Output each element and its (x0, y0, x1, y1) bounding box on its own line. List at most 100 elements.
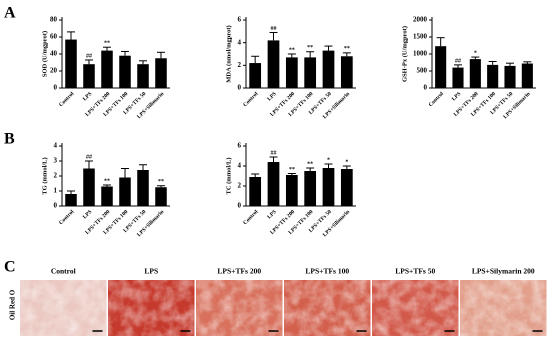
micrograph-texture (284, 280, 371, 336)
y-tick-label: 0 (238, 84, 242, 92)
x-tick-label: LPS (266, 209, 277, 220)
y-tick-label: 3 (54, 157, 58, 165)
y-tick-label: 2 (238, 61, 242, 69)
y-axis-label: TC (mmol/L) (225, 157, 232, 194)
bar (285, 57, 298, 88)
y-tick-label: 0 (238, 202, 242, 210)
bar (119, 55, 131, 88)
bar (155, 58, 167, 88)
y-tick-label: 0 (54, 202, 58, 210)
bar (83, 64, 95, 88)
bar (340, 169, 353, 206)
y-tick-label: 6 (238, 16, 242, 24)
significance-label: ** (289, 47, 295, 53)
y-tick-label: 4 (238, 162, 242, 170)
bar (249, 177, 262, 206)
bar (304, 57, 317, 88)
bar (119, 177, 131, 206)
x-tick-label: Control (428, 91, 445, 108)
significance-label: ** (344, 46, 350, 52)
bar (137, 64, 149, 88)
significance-label: ## (86, 53, 92, 59)
y-axis-label: GSH-Px (U/mgprot) (401, 26, 408, 82)
bar (267, 162, 280, 206)
micrograph-label: LPS+Silymarin 200 (472, 267, 535, 276)
stain-label: Oil Red O (9, 289, 17, 320)
y-tick-label: 40 (50, 50, 58, 58)
x-tick-label: LPS (451, 91, 462, 102)
bar (322, 50, 335, 88)
bar (285, 175, 298, 206)
bar (65, 194, 77, 206)
y-tick-label: 60 (50, 33, 58, 41)
bar (487, 64, 499, 88)
micrograph-texture (372, 280, 459, 336)
y-axis-label: MDA (nmol/mgprot) (225, 25, 232, 82)
y-tick-label: 20 (50, 67, 58, 75)
y-tick-label: 500 (417, 67, 428, 75)
y-tick-label: 80 (50, 16, 58, 24)
significance-label: ## (455, 58, 461, 64)
y-tick-label: 1000 (413, 50, 428, 58)
significance-label: ** (104, 41, 110, 47)
bar (65, 39, 77, 88)
x-tick-label: Control (242, 91, 259, 108)
bar (340, 56, 353, 88)
micrograph-texture (20, 280, 107, 336)
y-axis-label: SOD (U/mgprot) (41, 31, 48, 77)
y-tick-label: 1 (54, 187, 58, 195)
significance-label: ** (158, 179, 164, 185)
x-tick-label: Control (58, 209, 75, 226)
significance-label: ## (271, 26, 277, 32)
bar (504, 65, 516, 88)
micrograph-texture (196, 280, 283, 336)
x-tick-label: Control (242, 209, 259, 226)
bar (469, 59, 481, 88)
bar (435, 46, 447, 88)
bar (137, 170, 149, 206)
x-tick-label: LPS (82, 209, 93, 220)
significance-label: ## (86, 154, 92, 160)
bar (304, 171, 317, 206)
bar (521, 63, 533, 88)
bar (322, 168, 335, 206)
micrograph-label: LPS+TFs 100 (305, 267, 349, 276)
micrograph-label: LPS+TFs 200 (217, 267, 261, 276)
bar (267, 40, 280, 88)
significance-label: * (327, 157, 330, 163)
micrograph-texture (460, 280, 547, 336)
y-tick-label: 2000 (413, 16, 428, 24)
micrograph-label: LPS (144, 267, 158, 276)
panel-letter: B (4, 131, 15, 148)
significance-label: ** (307, 45, 313, 51)
significance-label: ** (104, 178, 110, 184)
micrograph-texture (108, 280, 195, 336)
y-tick-label: 2 (238, 182, 242, 190)
bar (101, 186, 113, 206)
bar (83, 168, 95, 206)
bar (155, 187, 167, 206)
significance-label: ** (289, 167, 295, 173)
y-axis-label: TG (mmol/L) (41, 157, 48, 194)
y-tick-label: 0 (424, 84, 428, 92)
y-tick-label: 4 (238, 38, 242, 46)
y-tick-label: 1500 (413, 33, 428, 41)
significance-label: * (474, 50, 477, 56)
y-tick-label: 0 (54, 84, 58, 92)
panel-letter: A (4, 5, 16, 22)
y-tick-label: 4 (54, 142, 58, 150)
bar (452, 67, 464, 88)
significance-label: ** (307, 161, 313, 167)
bar (101, 50, 113, 88)
y-tick-label: 6 (238, 142, 242, 150)
significance-label: ## (271, 150, 277, 156)
y-tick-label: 2 (54, 172, 58, 180)
micrograph-label: Control (51, 267, 76, 276)
x-tick-label: Control (58, 91, 75, 108)
bar (249, 63, 262, 88)
significance-label: * (345, 159, 348, 165)
micrograph-label: LPS+TFs 50 (395, 267, 435, 276)
x-tick-label: LPS (82, 91, 93, 102)
x-tick-label: LPS (266, 91, 277, 102)
